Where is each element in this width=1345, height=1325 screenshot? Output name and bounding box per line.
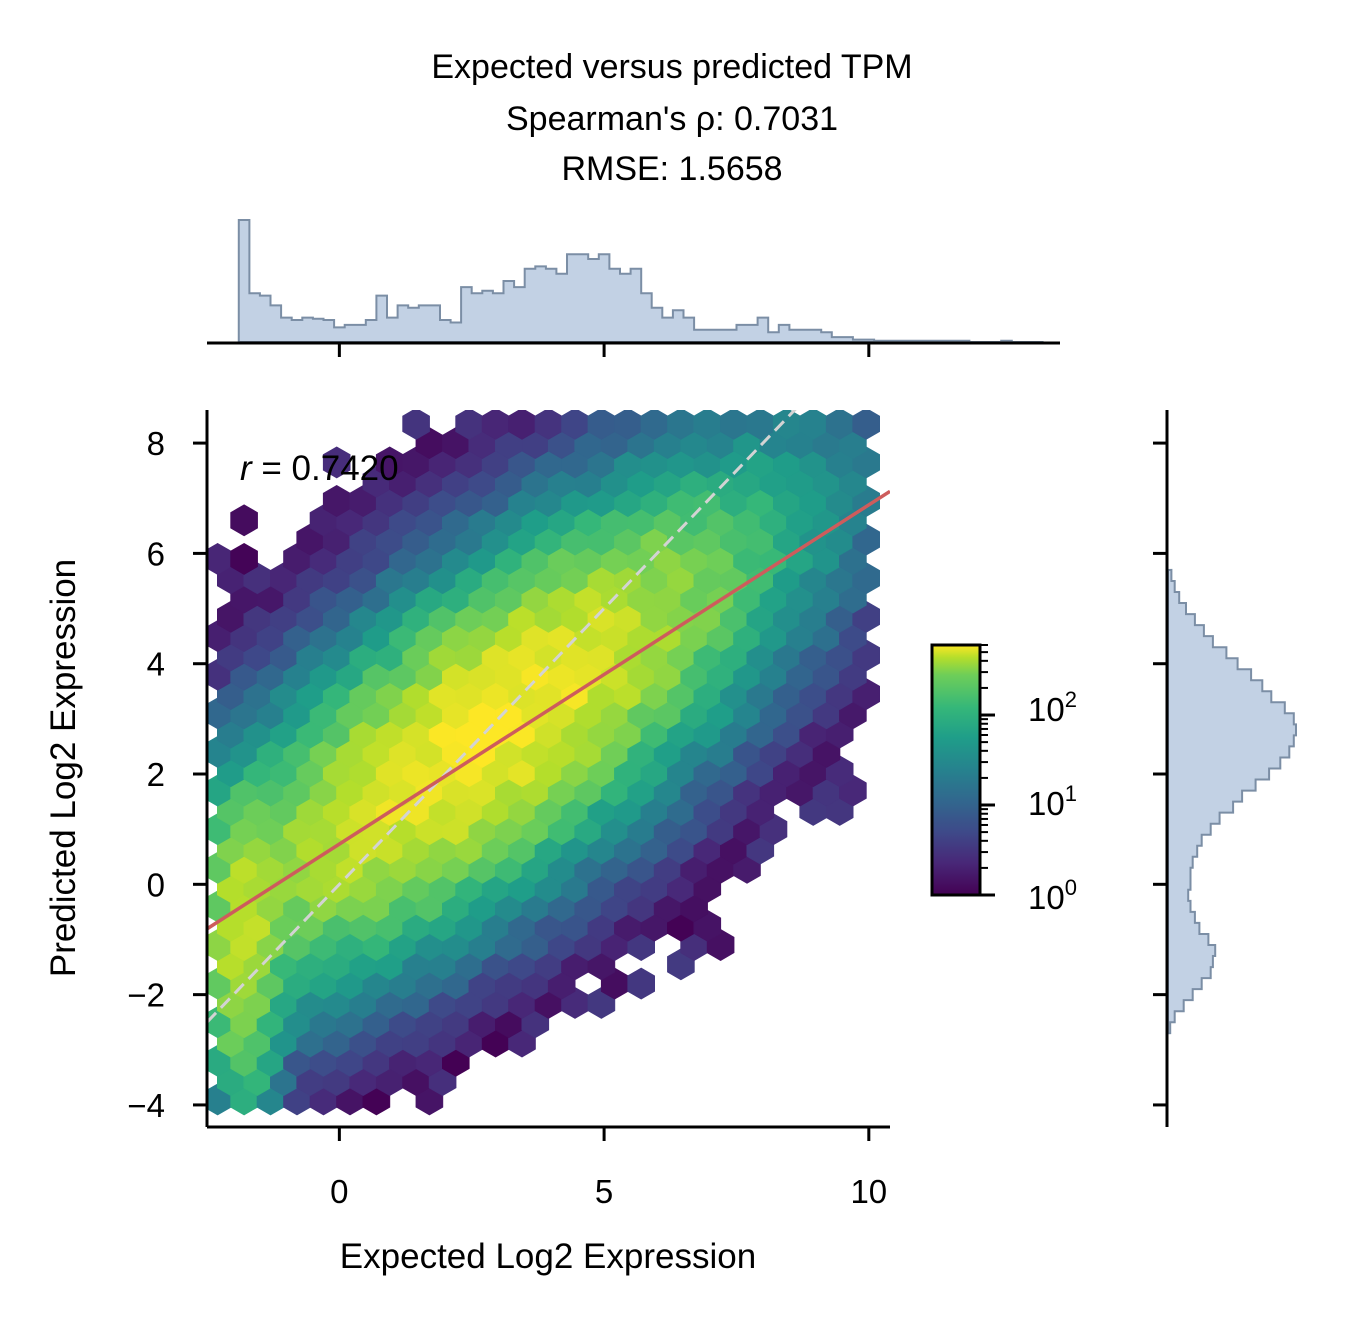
colorbar-label-100: 102	[1028, 687, 1077, 728]
annotation-value: = 0.7420	[252, 449, 399, 488]
colorbar-label-1: 100	[1028, 875, 1077, 916]
x-tick-label: 0	[330, 1173, 348, 1210]
x-axis-label: Expected Log2 Expression	[340, 1237, 756, 1276]
title-line-2: Spearman's ρ: 0.7031	[506, 100, 838, 138]
right-marginal-ticks	[1153, 441, 1167, 1107]
y-tick-label: 2	[147, 756, 165, 793]
regression-line	[207, 489, 890, 931]
top-marginal-histogram	[237, 219, 1044, 343]
colorbar-ticks	[980, 644, 995, 897]
y-tick-label: 8	[147, 425, 165, 462]
x-tick-label: 5	[595, 1173, 613, 1210]
y-marginal-bars	[1167, 568, 1297, 1035]
hexbin-cell	[230, 504, 258, 537]
hexbin-cell	[852, 410, 881, 440]
y-axis-label: Predicted Log2 Expression	[44, 559, 83, 977]
y-tick-label: −2	[127, 977, 165, 1014]
colorbar-label-10: 101	[1028, 781, 1077, 822]
hexbin-cell	[627, 967, 656, 1000]
colorbar: 102 101 100	[930, 643, 1077, 916]
right-marginal-histogram	[1167, 568, 1297, 1035]
y-tick-label: 6	[147, 535, 165, 572]
title-line-1: Expected versus predicted TPM	[431, 48, 912, 86]
colorbar-frame	[930, 643, 982, 897]
hexbin-cell	[322, 446, 351, 479]
hexbin-cell	[402, 410, 430, 440]
title-line-3: RMSE: 1.5658	[561, 150, 782, 188]
figure-title: Expected versus predicted TPM Spearman's…	[431, 48, 912, 188]
x-axis-ticks: 0 5 10	[330, 1127, 887, 1210]
annotation-symbol: r	[240, 449, 253, 488]
top-marginal-ticks	[337, 343, 871, 357]
y-tick-label: 0	[147, 866, 165, 903]
colorbar-gradient	[932, 645, 980, 895]
correlation-annotation: r = 0.7420	[240, 449, 399, 488]
x-tick-label: 10	[850, 1173, 887, 1210]
x-marginal-bars	[237, 219, 1044, 343]
main-axes	[205, 410, 890, 1129]
identity-line	[207, 410, 797, 1024]
y-axis-ticks: −4 −2 0 2 4 6 8	[127, 425, 207, 1124]
y-tick-label: −4	[127, 1087, 165, 1124]
y-tick-label: 4	[147, 646, 165, 683]
hexbin-cells	[207, 410, 881, 1116]
hexbin-cell	[230, 542, 258, 575]
reference-lines	[207, 410, 890, 1024]
